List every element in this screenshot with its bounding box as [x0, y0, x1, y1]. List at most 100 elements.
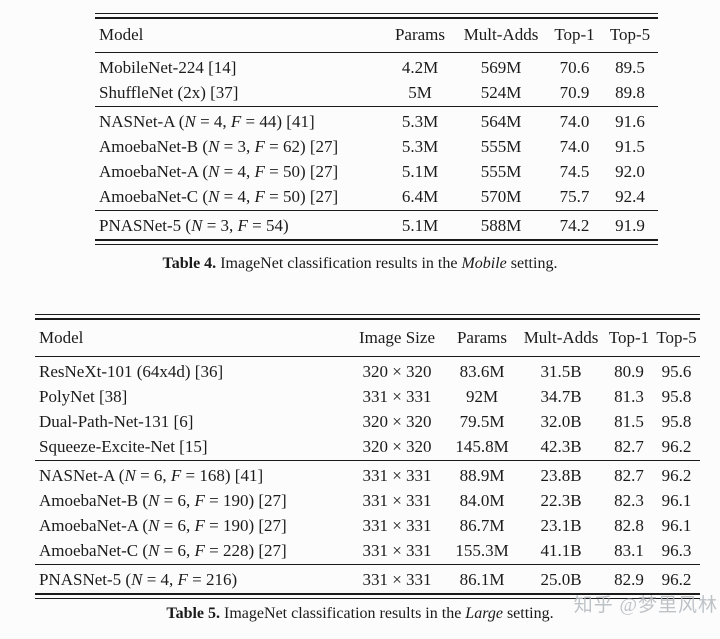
value-cell: 84.0M: [459, 490, 505, 510]
value-cell: 555M: [480, 161, 522, 181]
value-cell: 92.0: [615, 161, 645, 181]
value-cell: 588M: [480, 215, 522, 235]
value-cell: 74.0: [559, 111, 590, 131]
value-cell: 82.7: [614, 436, 644, 456]
header-row: Model Params Mult-Adds Top-1 Top-5: [95, 19, 658, 52]
value-cell: 70.9: [559, 82, 590, 102]
value-cell: 91.5: [615, 136, 645, 156]
value-cell: 92.4: [615, 186, 645, 206]
value-cell: 80.9: [614, 361, 644, 381]
caption-setting-name: Mobile: [461, 255, 507, 272]
model-cell: MobileNet-224 [14]: [99, 57, 237, 77]
column-header-top-1: Top-1: [608, 327, 650, 347]
value-cell: 331 × 331: [362, 569, 432, 589]
model-cell: NASNet-A (N = 4, F = 44) [41]: [99, 111, 315, 131]
table-bottom-rule: [35, 592, 700, 599]
value-cell: 81.5: [614, 411, 644, 431]
value-cell: 82.8: [614, 515, 644, 535]
value-cell: 22.3B: [540, 490, 582, 510]
model-cell: Dual-Path-Net-131 [6]: [39, 411, 194, 431]
model-cell: AmoebaNet-A (N = 4, F = 50) [27]: [99, 161, 339, 181]
value-cell: 34.7B: [540, 386, 582, 406]
value-cell: 570M: [480, 186, 522, 206]
caption-label: Table 5.: [166, 605, 221, 622]
value-cell: 96.2: [661, 436, 692, 456]
model-cell: AmoebaNet-C (N = 6, F = 228) [27]: [39, 540, 287, 560]
column-header-params: Params: [394, 25, 446, 45]
value-cell: 23.8B: [540, 465, 582, 485]
column-header-image-size: Image Size: [359, 327, 435, 347]
table-row: Dual-Path-Net-131 [6] 320 × 320 79.5M 32.0B…: [35, 409, 700, 434]
value-cell: 331 × 331: [362, 386, 432, 406]
value-cell: 5.3M: [401, 136, 439, 156]
value-cell: 320 × 320: [362, 361, 432, 381]
model-cell: AmoebaNet-C (N = 4, F = 50) [27]: [99, 186, 339, 206]
value-cell: 89.8: [615, 82, 645, 102]
model-cell: PNASNet-5 (N = 4, F = 216): [39, 569, 238, 589]
table-row: AmoebaNet-A (N = 6, F = 190) [27] 331 × 3…: [35, 513, 700, 538]
model-cell: PolyNet [38]: [39, 386, 128, 406]
value-cell: 95.6: [661, 361, 692, 381]
value-cell: 5.1M: [401, 161, 439, 181]
value-cell: 32.0B: [540, 411, 582, 431]
value-cell: 96.1: [661, 515, 692, 535]
value-cell: 96.2: [661, 465, 692, 485]
large-results-table-section: Model Image Size Params Mult-Adds Top-1 Top-5…: [35, 314, 700, 599]
caption-label: Table 4.: [162, 255, 217, 272]
table-top-rule: [95, 13, 658, 19]
column-header-params: Params: [456, 327, 508, 347]
table-row: PNASNet-5 (N = 4, F = 216) 331 × 331 86.1M…: [35, 564, 700, 593]
model-cell: ResNeXt-101 (64x4d) [36]: [39, 361, 224, 381]
value-cell: 96.1: [661, 490, 692, 510]
table-row: ResNeXt-101 (64x4d) [36] 320 × 320 83.6M 31…: [35, 356, 700, 384]
caption-text: ImageNet classification results in the: [224, 605, 462, 622]
value-cell: 331 × 331: [362, 540, 432, 560]
value-cell: 320 × 320: [362, 436, 432, 456]
value-cell: 79.5M: [459, 411, 505, 431]
table-row-group: NASNet-A (N = 6, F = 168) [41] 331 × 331 8…: [35, 460, 700, 564]
table-row-group: PNASNet-5 (N = 3, F = 54) 5.1M 588M 74.2 91.…: [95, 210, 658, 239]
value-cell: 86.1M: [459, 569, 505, 589]
value-cell: 74.0: [559, 136, 590, 156]
value-cell: 91.6: [615, 111, 645, 131]
value-cell: 82.3: [614, 490, 644, 510]
table5-caption: Table 5. ImageNet classification results…: [0, 605, 720, 623]
value-cell: 331 × 331: [362, 490, 432, 510]
table-row: NASNet-A (N = 4, F = 44) [41] 5.3M 564M 74.…: [95, 106, 658, 134]
model-cell: AmoebaNet-A (N = 6, F = 190) [27]: [39, 515, 287, 535]
value-cell: 91.9: [615, 215, 645, 235]
value-cell: 95.8: [661, 386, 692, 406]
caption-text-end: setting.: [510, 255, 558, 272]
table-row-group: ResNeXt-101 (64x4d) [36] 320 × 320 83.6M 31…: [35, 356, 700, 460]
table-row: PolyNet [38] 331 × 331 92M 34.7B 81.3 95.8: [35, 384, 700, 409]
column-header-top-1: Top-1: [554, 25, 595, 45]
column-header-model: Model: [39, 327, 84, 347]
table-row: PNASNet-5 (N = 3, F = 54) 5.1M 588M 74.2 91.…: [95, 210, 658, 239]
value-cell: 83.1: [614, 540, 644, 560]
table-row-group: PNASNet-5 (N = 4, F = 216) 331 × 331 86.1M…: [35, 564, 700, 593]
table-bottom-rule: [95, 238, 658, 245]
value-cell: 89.5: [615, 57, 645, 77]
value-cell: 331 × 331: [362, 465, 432, 485]
site-watermark: 知乎 @梦里风林: [573, 595, 718, 616]
value-cell: 320 × 320: [362, 411, 432, 431]
value-cell: 155.3M: [455, 540, 509, 560]
table-row: AmoebaNet-C (N = 4, F = 50) [27] 6.4M 570M…: [95, 184, 658, 211]
table-row: AmoebaNet-C (N = 6, F = 228) [27] 331 × 3…: [35, 538, 700, 565]
column-header-mult-adds: Mult-Adds: [463, 25, 539, 45]
value-cell: 82.9: [614, 569, 644, 589]
table4-caption: Table 4. ImageNet classification results…: [0, 255, 720, 273]
value-cell: 23.1B: [540, 515, 582, 535]
value-cell: 96.2: [661, 569, 692, 589]
column-header-model: Model: [99, 25, 144, 45]
value-cell: 74.2: [559, 215, 590, 235]
value-cell: 82.7: [614, 465, 644, 485]
value-cell: 88.9M: [459, 465, 505, 485]
caption-setting-name: Large: [465, 605, 503, 622]
value-cell: 31.5B: [540, 361, 582, 381]
model-cell: AmoebaNet-B (N = 6, F = 190) [27]: [39, 490, 287, 510]
value-cell: 6.4M: [401, 186, 439, 206]
model-cell: PNASNet-5 (N = 3, F = 54): [99, 215, 289, 235]
table-row: AmoebaNet-B (N = 6, F = 190) [27] 331 × 3…: [35, 488, 700, 513]
